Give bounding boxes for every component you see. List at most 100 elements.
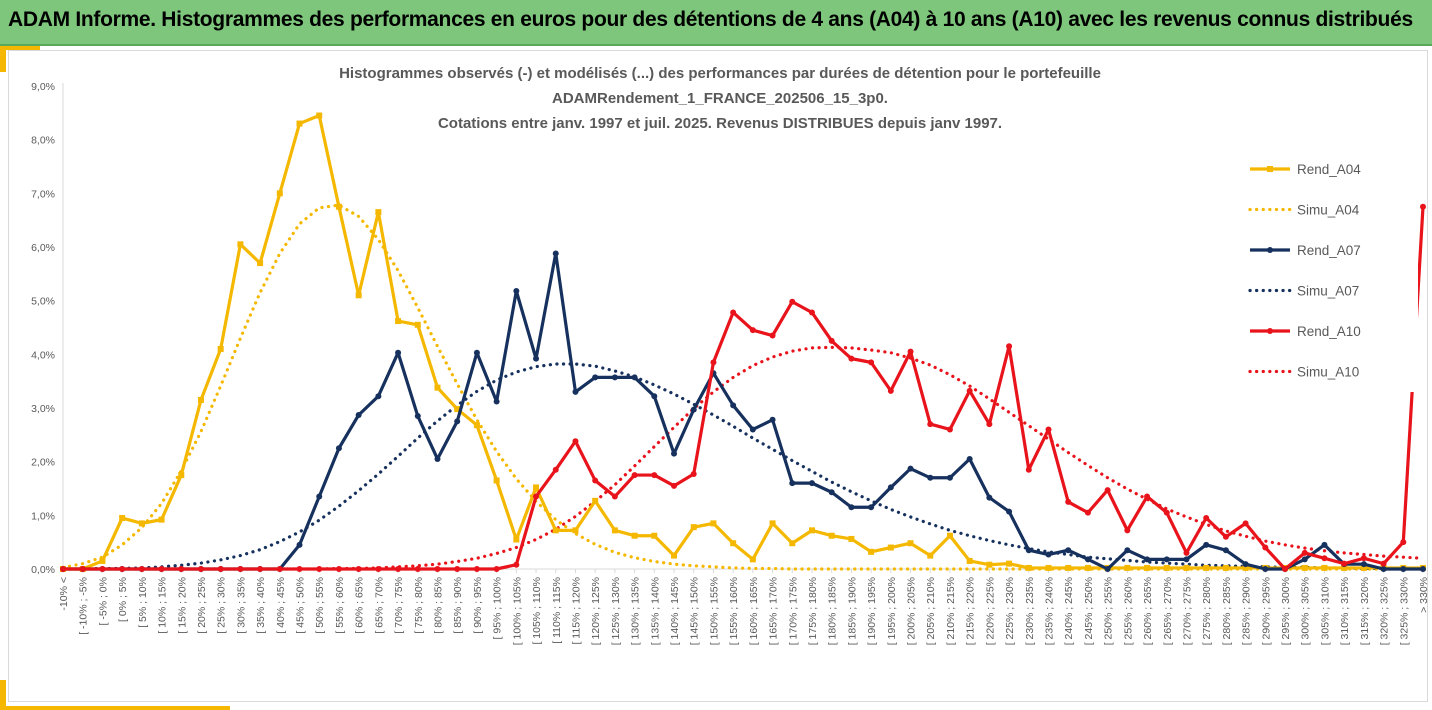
data-point [572, 527, 579, 534]
data-point [1006, 560, 1013, 567]
x-tick-label: [ 165% ; 170% [768, 577, 780, 645]
data-point [592, 497, 599, 504]
legend-label: Rend_A07 [1297, 243, 1361, 258]
data-point [1183, 549, 1190, 556]
data-point [1341, 560, 1348, 567]
data-point [907, 348, 914, 355]
data-point [730, 402, 737, 409]
data-point [493, 477, 500, 484]
y-axis: 0,0% 1,0% 2,0% 3,0% 4,0% 5,0% 6,0% 7,0% 8,0% 9,0% [31, 81, 64, 576]
data-point [1144, 493, 1151, 500]
data-point [1341, 564, 1348, 571]
data-point [1420, 566, 1426, 572]
data-point [1183, 556, 1190, 563]
data-point [789, 540, 796, 547]
data-point [158, 566, 165, 572]
data-point [1400, 539, 1407, 546]
x-tick-label: [ 10% ; 15% [157, 577, 169, 634]
legend-background [1240, 150, 1418, 392]
x-axis: -10% < [ -10% ; -5% [ -5% ; 0% [ 0% ; 5% [ 5… [58, 568, 1430, 645]
x-tick-label: [ 255% ; 260% [1122, 577, 1134, 645]
data-point [1025, 564, 1032, 571]
y-tick-label: 3,0% [31, 403, 55, 415]
data-point [434, 455, 441, 462]
data-point [414, 413, 421, 420]
data-point [1321, 564, 1328, 571]
data-point [592, 477, 599, 484]
x-tick-label: [ -10% ; -5% [78, 577, 90, 635]
data-point [848, 535, 855, 542]
data-point [631, 374, 638, 381]
data-point [257, 260, 264, 267]
data-point [513, 561, 520, 568]
data-point [868, 359, 875, 366]
x-tick-label: [ 125% ; 130% [610, 577, 622, 645]
data-point [316, 493, 323, 500]
x-tick-label: [ 240% ; 245% [1063, 577, 1075, 645]
data-point [966, 387, 973, 394]
data-point [808, 527, 815, 534]
data-point [828, 532, 835, 539]
data-point [375, 393, 382, 400]
x-tick-label: > 330% [1418, 577, 1430, 613]
data-point [1045, 564, 1052, 571]
data-point [1222, 533, 1229, 540]
legend-marker [1267, 328, 1273, 334]
x-tick-label: [ 310% ; 315% [1339, 577, 1351, 645]
data-point [1242, 561, 1249, 568]
data-point [1222, 564, 1229, 571]
y-tick-label: 0,0% [31, 564, 55, 576]
legend-item: Simu_A07 [1248, 284, 1359, 299]
chart-title: Histogrammes observés (-) et modélisés (… [339, 65, 1101, 132]
data-point [690, 524, 697, 531]
data-point [316, 112, 323, 119]
data-point [395, 566, 402, 572]
data-point [651, 472, 658, 479]
x-tick-label: [ 325% ; 330% [1398, 577, 1410, 645]
x-tick-label: [ 225% ; 230% [1004, 577, 1016, 645]
data-point [868, 504, 875, 511]
data-point [1065, 498, 1072, 505]
data-point [1144, 556, 1151, 563]
x-tick-label: [ 290% ; 295% [1260, 577, 1272, 645]
series-rend-a10 [60, 203, 1426, 572]
x-tick-label: [ 45% ; 50% [295, 577, 307, 634]
data-point [138, 566, 145, 572]
data-point [454, 566, 461, 572]
data-point [1420, 203, 1426, 210]
data-point [513, 288, 520, 295]
x-tick-label: [ 180% ; 185% [827, 577, 839, 645]
x-tick-label: [ 200% ; 205% [906, 577, 918, 645]
x-tick-label: [ 215% ; 220% [965, 577, 977, 645]
x-tick-label: [ 40% ; 45% [275, 577, 287, 634]
legend-item: Simu_A10 [1248, 365, 1359, 380]
legend-marker [1267, 166, 1273, 172]
data-point [592, 374, 599, 381]
data-point [79, 566, 86, 572]
x-tick-label: [ 295% ; 300% [1280, 577, 1292, 645]
x-tick-label: [ 175% ; 180% [807, 577, 819, 645]
legend-label: Simu_A10 [1297, 365, 1359, 380]
data-point [1084, 556, 1091, 563]
data-point [533, 493, 540, 500]
data-point [887, 387, 894, 394]
data-point [1006, 508, 1013, 515]
data-point [1242, 564, 1249, 571]
x-tick-label: [ 205% ; 210% [925, 577, 937, 645]
data-point [1065, 564, 1072, 571]
data-point [276, 566, 283, 572]
x-tick-label: [ 140% ; 145% [669, 577, 681, 645]
data-point [986, 421, 993, 428]
data-point [1321, 541, 1328, 548]
legend-item: Rend_A10 [1250, 324, 1361, 339]
data-point [1301, 556, 1308, 563]
x-tick-label: [ 155% ; 160% [728, 577, 740, 645]
data-point [1360, 564, 1367, 571]
x-tick-label: [ 105% ; 110% [531, 577, 543, 645]
data-point [1104, 566, 1111, 572]
legend-item: Simu_A04 [1248, 203, 1360, 218]
data-point [611, 527, 618, 534]
data-point [119, 515, 126, 522]
data-point [1183, 564, 1190, 571]
legend-label: Rend_A10 [1297, 324, 1361, 339]
